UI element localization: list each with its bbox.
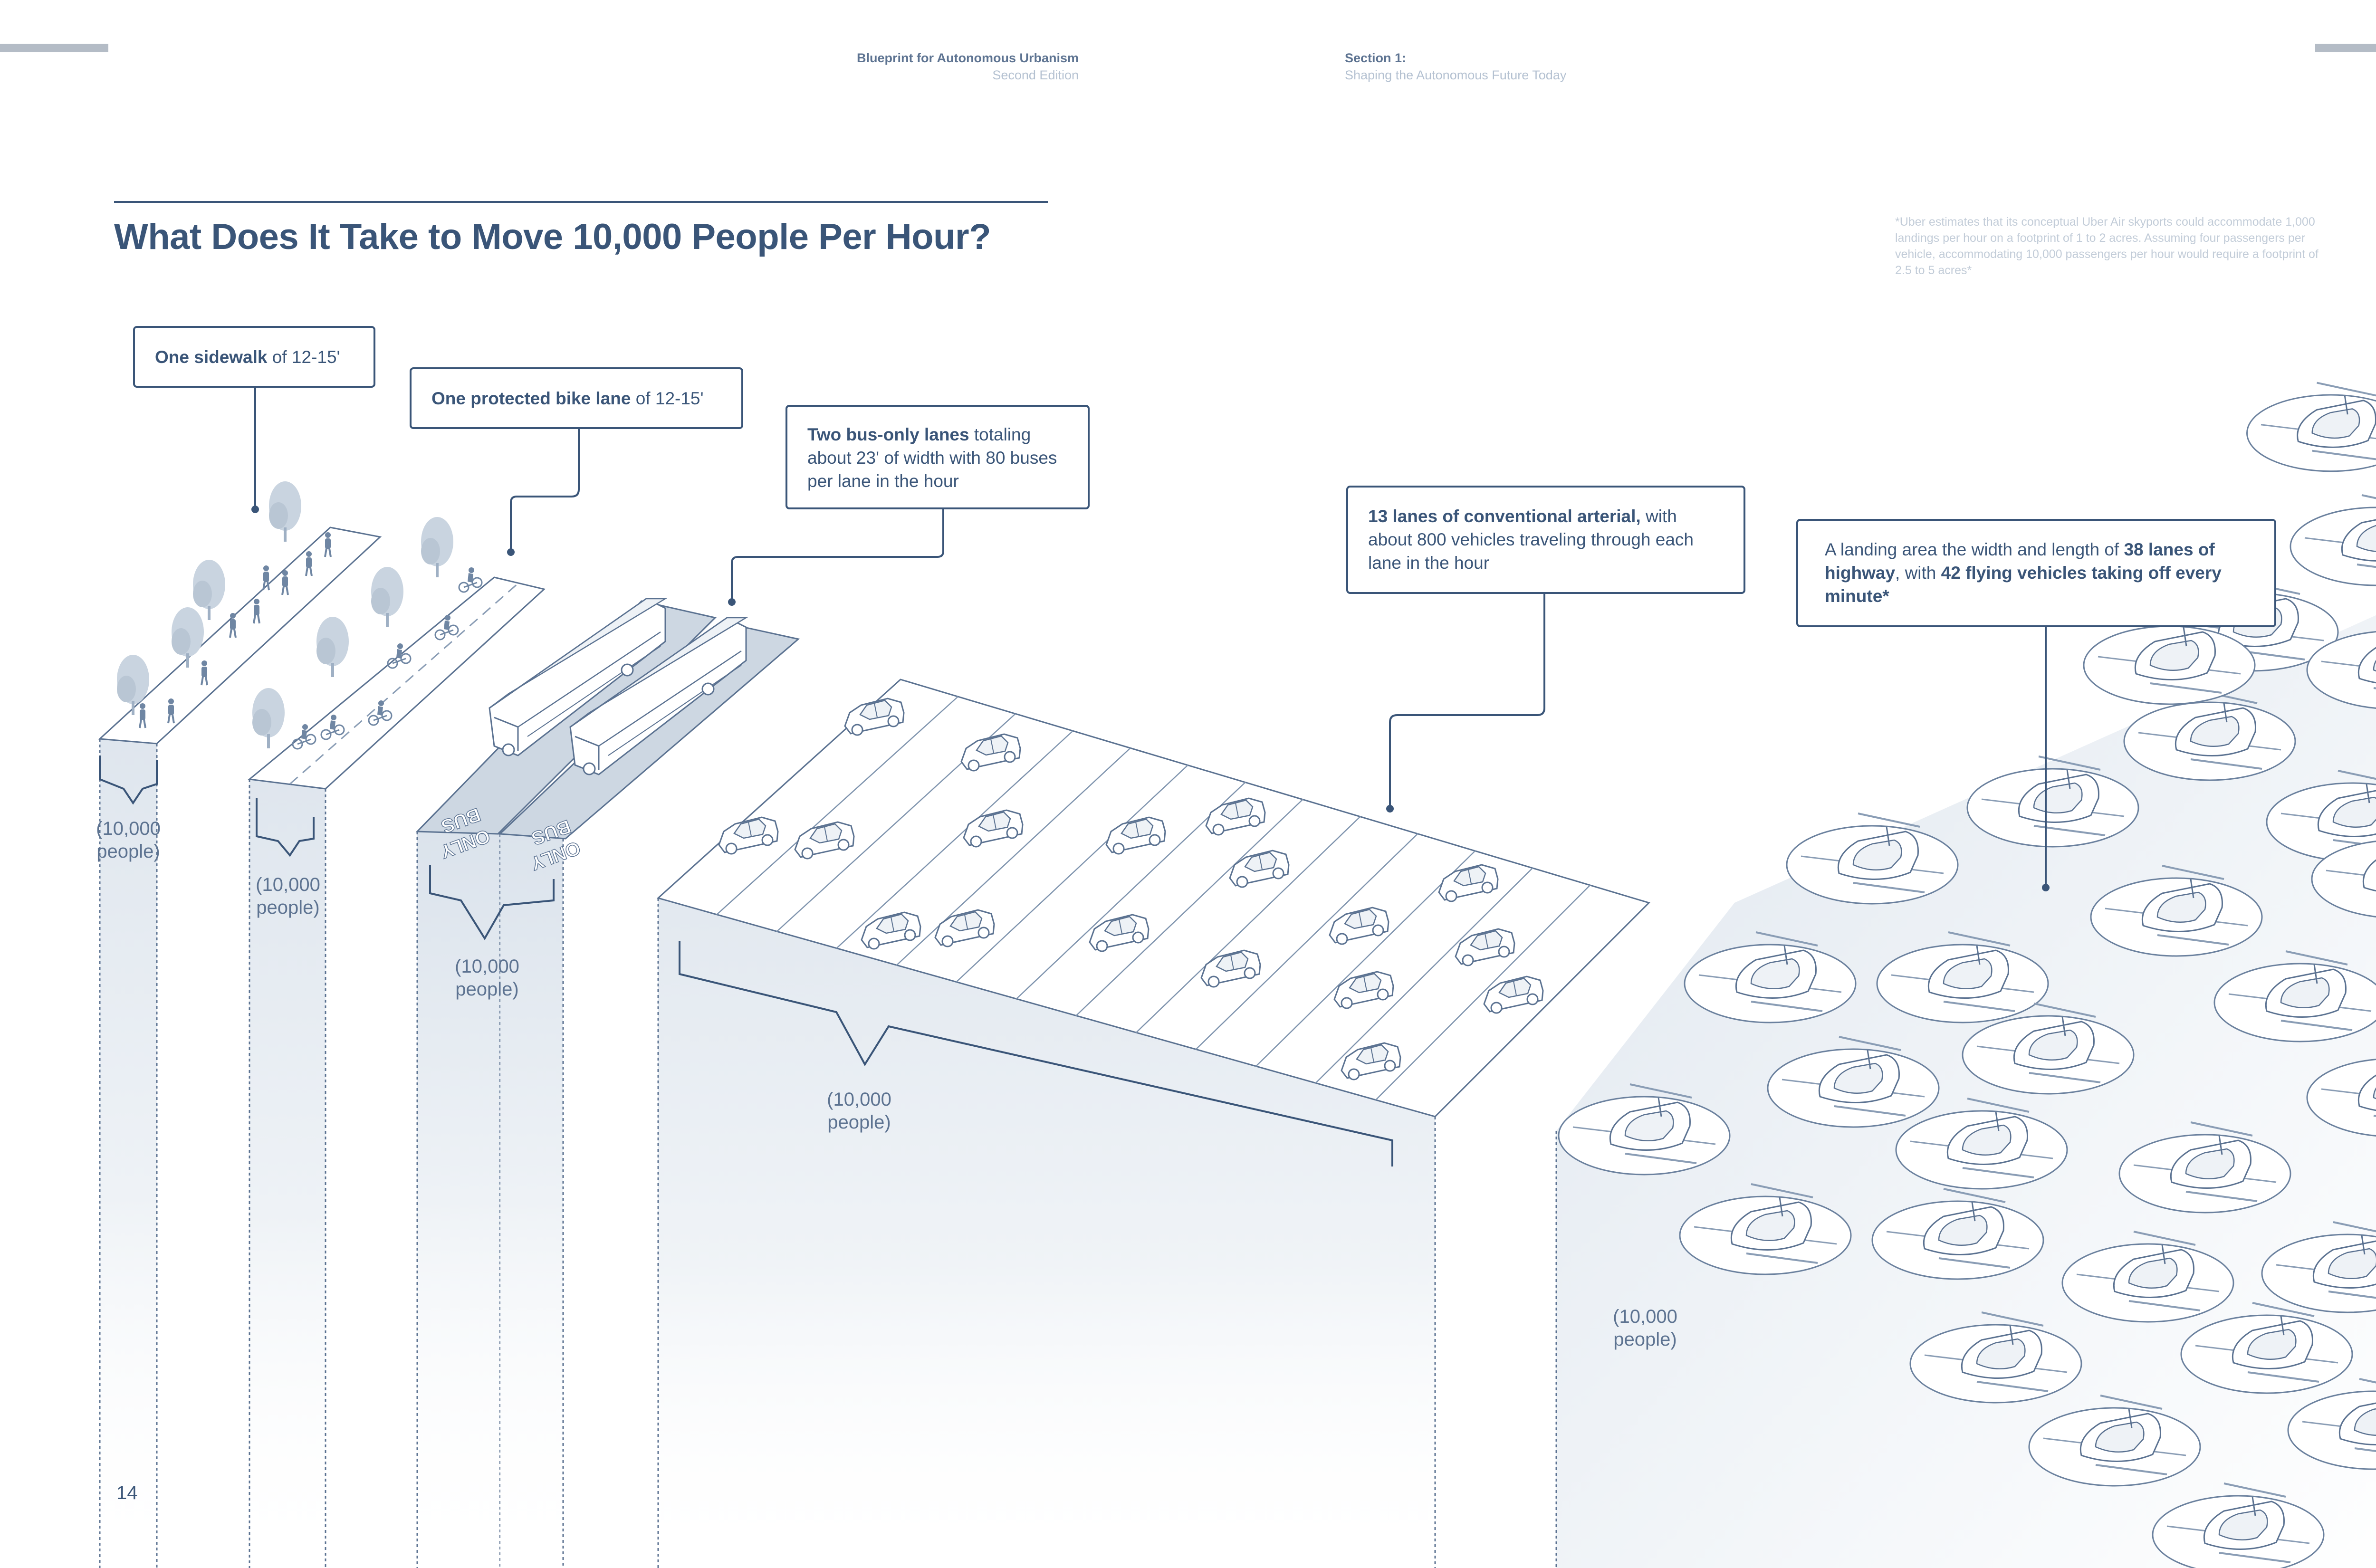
callout-arterial-text: with about 800 vehicles traveling throug… (1368, 507, 1694, 573)
arterial-column (656, 679, 1650, 1568)
people-label-count: (10,000 (455, 956, 519, 977)
callout-air-bold-2: 42 flying vehicles taking off every minu… (1825, 563, 2222, 606)
header-rule-left (0, 44, 108, 52)
arterial-brace (679, 941, 1393, 1166)
people-label-unit: people) (256, 897, 320, 918)
flying-vehicle-icon (2246, 382, 2376, 472)
callout-sidewalk-bold: One sidewalk (155, 347, 268, 367)
people-label-bus: (10,000 people) (430, 955, 544, 1001)
callout-air-bold-1: 38 lanes of highway (1825, 540, 2215, 583)
page-number: 14 (116, 1482, 138, 1503)
sidewalk-brace (99, 755, 158, 805)
tree-icon (421, 517, 453, 577)
footnote: *Uber estimates that its conceptual Uber… (1895, 215, 2319, 277)
callout-bike-bold: One protected bike lane (431, 389, 631, 408)
sidewalk-column (98, 481, 382, 1568)
callout-air-pre: A landing area the width and length of (1825, 540, 2124, 559)
flying-vehicle-icon (2290, 494, 2376, 586)
callout-bike-text: of 12-15' (631, 389, 704, 408)
callout-bus-bold: Two bus-only lanes (807, 425, 969, 444)
people-label-unit: people) (96, 841, 160, 862)
people-label-count: (10,000 (827, 1089, 891, 1110)
callout-arterial: 13 lanes of conventional arterial, with … (1346, 486, 1745, 594)
running-header-right: Section 1: Shaping the Autonomous Future… (1345, 49, 1772, 84)
people-label-count: (10,000 (1613, 1306, 1677, 1327)
callout-bus-text: totaling about 23' of width with 80 buse… (807, 425, 1057, 491)
tree-icon (193, 560, 225, 620)
tree-icon (316, 617, 349, 677)
section-label: Section 1: (1345, 51, 1407, 65)
leader-lines (251, 387, 2050, 891)
tree-icon (371, 567, 403, 627)
people-label-unit: people) (1613, 1329, 1677, 1350)
cyclist-icon (458, 566, 483, 593)
callout-bus: Two bus-only lanes totaling about 23' of… (786, 405, 1090, 509)
tree-icon (269, 481, 301, 542)
people-label-arterial: (10,000 people) (802, 1088, 916, 1134)
callout-air: A landing area the width and length of 3… (1796, 519, 2276, 627)
edition-label: Second Edition (992, 68, 1079, 82)
people-label-count: (10,000 (256, 874, 320, 895)
air-column (1555, 382, 2376, 1568)
callout-air-mid: , with (1895, 563, 1941, 583)
running-header-left: Blueprint for Autonomous Urbanism Second… (713, 49, 1079, 84)
people-label-count: (10,000 (96, 818, 161, 839)
people-label-bike: (10,000 people) (231, 873, 345, 919)
callout-sidewalk-text: of 12-15' (267, 347, 340, 367)
book-title: Blueprint for Autonomous Urbanism (857, 51, 1079, 65)
people-label-unit: people) (455, 979, 519, 1000)
bike-column (248, 517, 546, 1568)
page-title: What Does It Take to Move 10,000 People … (114, 217, 991, 257)
section-title: Shaping the Autonomous Future Today (1345, 68, 1567, 82)
bike-brace (256, 798, 315, 857)
people-label-air: (10,000 people) (1588, 1305, 1702, 1351)
callout-arterial-bold: 13 lanes of conventional arterial, (1368, 507, 1641, 526)
callout-bike: One protected bike lane of 12-15' (410, 367, 743, 429)
header-rule-right (2315, 44, 2376, 52)
people-label-unit: people) (827, 1112, 891, 1133)
bus-column: BUS ONLY BUS ONLY (415, 598, 800, 1568)
people-label-sidewalk: (10,000 people) (71, 817, 185, 863)
callout-sidewalk: One sidewalk of 12-15' (133, 326, 375, 388)
bus-brace (429, 865, 555, 940)
tree-icon (252, 688, 285, 748)
